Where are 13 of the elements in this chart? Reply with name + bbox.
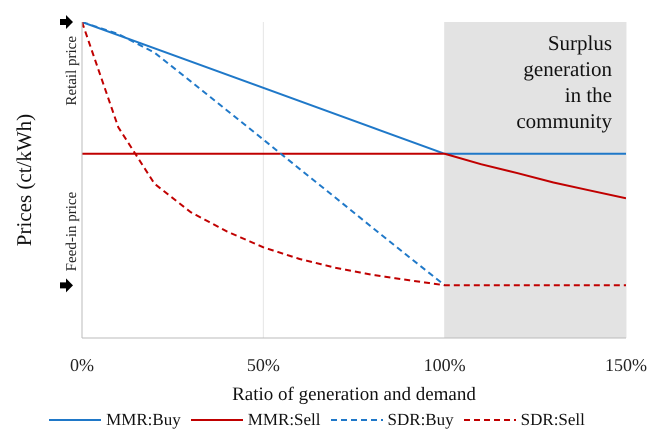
legend-label: SDR:Sell — [520, 410, 585, 430]
y-axis-title: Prices (ct/kWh) — [12, 114, 36, 246]
x-tick-label: 150% — [605, 354, 647, 375]
text: Retail price — [64, 36, 80, 106]
x-axis-title: Ratio of generation and demand — [232, 384, 476, 405]
band-label: Surplus generation in the community — [516, 31, 612, 133]
legend-label: MMR:Sell — [246, 410, 320, 430]
legend-label: MMR:Buy — [105, 410, 181, 430]
x-tick-label: 50% — [246, 354, 280, 375]
legend-label: SDR:Buy — [386, 410, 454, 430]
x-tick-label: 100% — [424, 354, 466, 375]
text: Feed-in price — [64, 191, 80, 272]
x-tick-label: 0% — [70, 354, 94, 375]
